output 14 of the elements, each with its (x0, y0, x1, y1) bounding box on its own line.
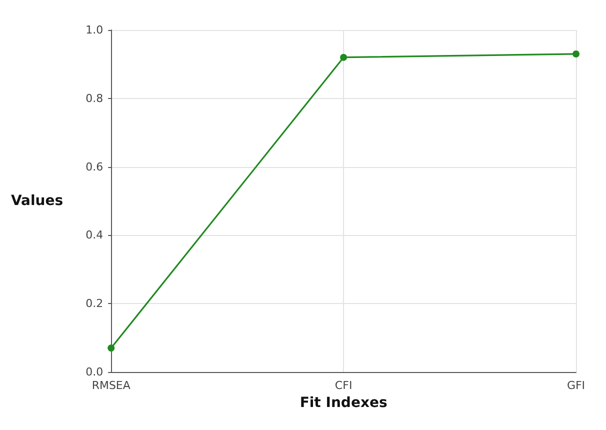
y-tick-label: 0.2 (86, 297, 104, 310)
point (340, 54, 348, 61)
x-tick-label: GFI (566, 379, 586, 392)
point (108, 344, 115, 352)
y-tick-label: 0.0 (86, 366, 104, 378)
y-tick-label: 0.8 (86, 92, 104, 105)
x-tick-label: RMSEA (92, 379, 131, 392)
point (572, 50, 580, 58)
y-tick-label: 1.0 (86, 24, 104, 36)
y-tick-label: 0.4 (86, 228, 104, 242)
y-axis-title: Values (10, 193, 64, 209)
x-axis-title: Fit Indexes (300, 394, 388, 411)
x-tick-label: CFI (334, 379, 352, 392)
y-tick-label: 0.6 (86, 160, 104, 174)
